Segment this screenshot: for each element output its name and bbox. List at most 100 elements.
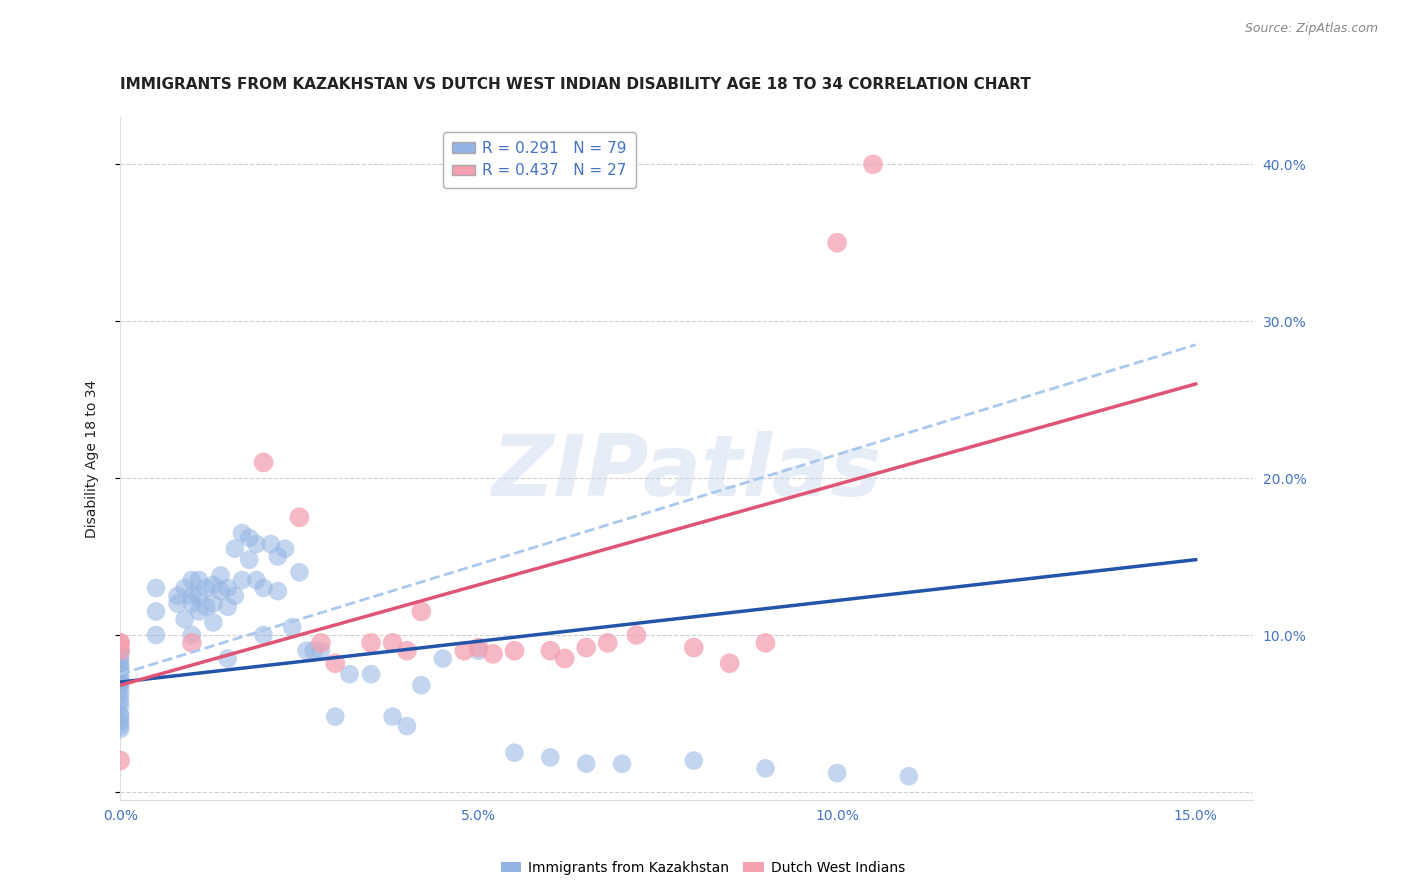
Point xyxy=(482,647,505,661)
Point xyxy=(252,455,274,469)
Point xyxy=(610,756,633,771)
Point xyxy=(238,552,260,566)
Point xyxy=(145,581,167,595)
Point xyxy=(108,636,131,650)
Point xyxy=(202,597,225,611)
Text: Source: ZipAtlas.com: Source: ZipAtlas.com xyxy=(1244,22,1378,36)
Legend: Immigrants from Kazakhstan, Dutch West Indians: Immigrants from Kazakhstan, Dutch West I… xyxy=(495,855,911,880)
Point xyxy=(166,589,188,603)
Point xyxy=(288,566,311,580)
Point xyxy=(718,657,741,671)
Point xyxy=(108,722,131,736)
Point xyxy=(188,605,211,619)
Point xyxy=(682,754,704,768)
Point xyxy=(411,678,433,692)
Point xyxy=(108,754,131,768)
Point xyxy=(108,647,131,661)
Point xyxy=(108,694,131,708)
Point xyxy=(108,636,131,650)
Point xyxy=(108,709,131,723)
Point xyxy=(202,578,225,592)
Point xyxy=(209,568,232,582)
Y-axis label: Disability Age 18 to 34: Disability Age 18 to 34 xyxy=(86,379,100,538)
Point xyxy=(108,672,131,686)
Point xyxy=(108,659,131,673)
Point xyxy=(453,643,475,657)
Point xyxy=(309,636,332,650)
Legend: R = 0.291   N = 79, R = 0.437   N = 27: R = 0.291 N = 79, R = 0.437 N = 27 xyxy=(443,132,636,187)
Point xyxy=(575,756,598,771)
Point xyxy=(195,599,218,614)
Point xyxy=(245,573,267,587)
Point xyxy=(173,612,195,626)
Point xyxy=(323,709,346,723)
Point xyxy=(108,719,131,733)
Point xyxy=(503,643,526,657)
Point xyxy=(180,573,202,587)
Point xyxy=(503,746,526,760)
Point xyxy=(411,605,433,619)
Point xyxy=(108,682,131,697)
Point xyxy=(267,584,290,599)
Point xyxy=(596,636,619,650)
Point xyxy=(252,628,274,642)
Point xyxy=(180,589,202,603)
Point xyxy=(180,636,202,650)
Point xyxy=(238,531,260,545)
Point xyxy=(467,640,489,655)
Point xyxy=(381,709,404,723)
Point xyxy=(288,510,311,524)
Point xyxy=(432,651,454,665)
Point xyxy=(323,657,346,671)
Point xyxy=(209,584,232,599)
Point xyxy=(108,663,131,677)
Point xyxy=(108,714,131,729)
Point xyxy=(108,643,131,657)
Point xyxy=(245,537,267,551)
Point xyxy=(108,698,131,713)
Point xyxy=(467,643,489,657)
Point xyxy=(173,581,195,595)
Text: ZIPatlas: ZIPatlas xyxy=(492,431,882,514)
Point xyxy=(231,573,253,587)
Point xyxy=(108,667,131,681)
Point xyxy=(825,235,848,250)
Point xyxy=(682,640,704,655)
Point xyxy=(626,628,648,642)
Point xyxy=(274,541,297,556)
Point xyxy=(554,651,576,665)
Point xyxy=(395,719,418,733)
Point xyxy=(267,549,290,564)
Point xyxy=(360,636,382,650)
Point xyxy=(395,643,418,657)
Point xyxy=(295,643,318,657)
Point xyxy=(188,589,211,603)
Point xyxy=(862,157,884,171)
Point xyxy=(108,640,131,655)
Point xyxy=(108,643,131,657)
Point xyxy=(217,599,239,614)
Point xyxy=(309,643,332,657)
Point xyxy=(217,581,239,595)
Point xyxy=(108,651,131,665)
Point xyxy=(145,605,167,619)
Point xyxy=(202,615,225,630)
Point xyxy=(575,640,598,655)
Point xyxy=(360,667,382,681)
Point xyxy=(231,526,253,541)
Point xyxy=(381,636,404,650)
Text: IMMIGRANTS FROM KAZAKHSTAN VS DUTCH WEST INDIAN DISABILITY AGE 18 TO 34 CORRELAT: IMMIGRANTS FROM KAZAKHSTAN VS DUTCH WEST… xyxy=(120,78,1031,93)
Point xyxy=(108,688,131,702)
Point xyxy=(166,597,188,611)
Point xyxy=(180,628,202,642)
Point xyxy=(538,750,561,764)
Point xyxy=(754,761,776,775)
Point xyxy=(188,573,211,587)
Point xyxy=(108,675,131,690)
Point xyxy=(897,769,920,783)
Point xyxy=(538,643,561,657)
Point xyxy=(339,667,361,681)
Point xyxy=(224,589,246,603)
Point xyxy=(252,581,274,595)
Point xyxy=(180,597,202,611)
